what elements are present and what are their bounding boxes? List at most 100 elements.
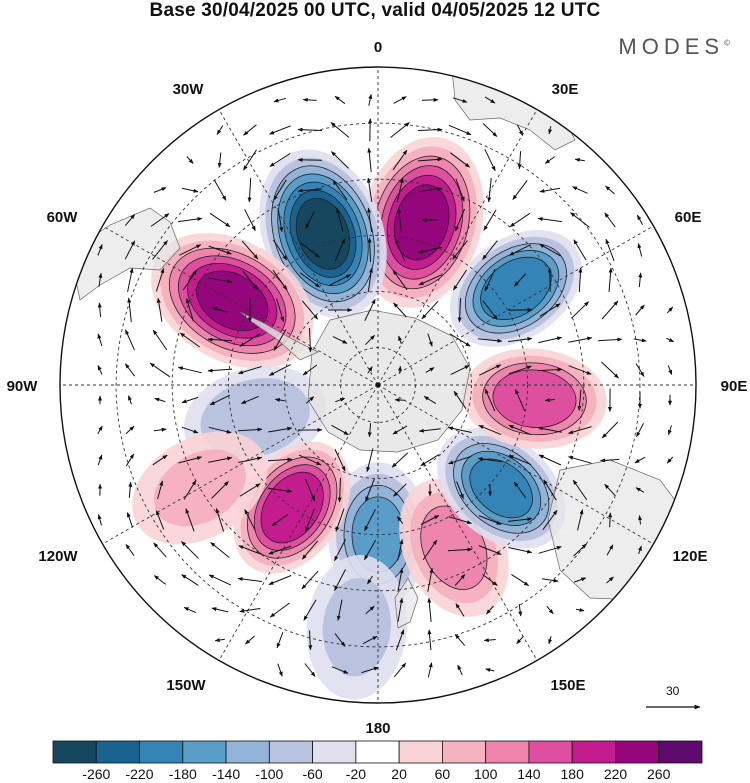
- wind-arrow: [453, 390, 467, 409]
- wind-arrow: [484, 96, 496, 104]
- wind-arrow: [244, 209, 256, 232]
- wind-arrow: [482, 240, 498, 260]
- wind-arrow: [277, 663, 283, 677]
- wind-arrow: [366, 448, 374, 473]
- wind-arrow: [211, 607, 229, 613]
- wind-arrow: [303, 599, 317, 621]
- wind-arrow: [124, 214, 136, 226]
- wind-arrow: [666, 337, 675, 343]
- wind-arrow: [417, 157, 443, 162]
- wind-arrow: [367, 366, 373, 374]
- wind-arrow: [362, 635, 378, 645]
- wind-arrow: [454, 634, 466, 646]
- wind-arrow: [331, 151, 349, 169]
- wind-arrow: [448, 124, 472, 136]
- wind-arrow: [208, 456, 233, 463]
- wind-arrow: [178, 244, 202, 256]
- wind-arrow: [269, 153, 291, 167]
- wind-arrow: [544, 156, 555, 164]
- wind-arrow: [568, 426, 592, 435]
- wind-arrow: [154, 397, 166, 403]
- wind-arrow: [152, 329, 168, 351]
- wind-arrow: [568, 336, 593, 343]
- wind-arrow: [337, 477, 342, 503]
- wind-arrow: [243, 149, 257, 171]
- wind-arrow: [637, 545, 642, 555]
- wind-arrow: [608, 267, 613, 293]
- wind-arrow: [155, 510, 165, 530]
- wind-arrow: [508, 454, 532, 466]
- wind-arrow: [157, 480, 164, 500]
- wind-arrow: [477, 457, 502, 463]
- wind-arrow: [238, 456, 263, 463]
- wind-arrow: [153, 575, 167, 585]
- wind-arrow: [243, 124, 257, 136]
- wind-arrow: [418, 186, 443, 193]
- wind-arrow: [393, 483, 407, 497]
- wind-arrow: [568, 365, 592, 375]
- wind-arrow: [447, 547, 473, 552]
- wind-arrow: [156, 297, 163, 322]
- wind-arrow: [308, 327, 313, 353]
- wind-arrow: [456, 481, 464, 500]
- wind-arrow: [542, 509, 558, 530]
- wind-arrow: [417, 246, 442, 254]
- wind-arrow: [155, 268, 165, 292]
- wind-arrow: [331, 424, 349, 436]
- wind-arrow: [368, 93, 373, 106]
- wind-arrow: [273, 97, 287, 103]
- wind-arrow: [268, 545, 292, 555]
- wind-arrow: [514, 273, 526, 287]
- lon-label-30w: 30W: [173, 81, 205, 98]
- wind-arrow: [538, 336, 563, 344]
- wind-arrow: [547, 267, 552, 293]
- wind-arrow: [336, 207, 344, 232]
- wind-arrow: [274, 397, 285, 402]
- anomaly-contour: [295, 197, 351, 270]
- wind-arrow: [508, 517, 533, 522]
- wind-arrow: [97, 514, 102, 526]
- wind-arrow: [667, 425, 672, 436]
- wind-arrow: [367, 147, 372, 172]
- wind-arrow: [636, 423, 644, 438]
- wind-arrow: [452, 240, 468, 260]
- wind-arrow: [478, 364, 502, 376]
- wind-arrow: [239, 608, 261, 613]
- wind-arrow: [239, 483, 261, 497]
- wind-arrow: [508, 244, 531, 256]
- wind-arrow: [304, 478, 316, 502]
- latitude-circle: [115, 122, 641, 648]
- wind-arrow: [330, 122, 350, 138]
- wind-arrow: [636, 214, 644, 226]
- wind-arrow: [336, 599, 343, 621]
- wind-arrow: [332, 179, 348, 201]
- meridian-line: [377, 384, 654, 545]
- wind-arrow: [417, 127, 443, 132]
- wind-arrow: [273, 179, 287, 201]
- antarctic-peninsula: [239, 311, 319, 361]
- wind-arrow: [516, 636, 524, 644]
- wind-arrow: [334, 569, 346, 592]
- wind-arrow: [601, 361, 619, 379]
- wind-arrow: [301, 570, 319, 590]
- wind-arrow: [210, 542, 230, 558]
- meridian-line: [102, 384, 379, 545]
- wind-arrow: [183, 606, 197, 614]
- wind-arrow: [393, 302, 407, 318]
- wind-arrow: [515, 388, 525, 411]
- wind-arrow: [304, 663, 316, 677]
- wind-arrow: [483, 209, 497, 231]
- wind-arrow: [212, 307, 228, 313]
- lon-label-60w: 60W: [47, 209, 79, 226]
- wind-arrow: [364, 298, 376, 322]
- wind-arrow: [276, 632, 284, 649]
- meridian-line: [102, 225, 379, 386]
- wind-arrow: [365, 334, 375, 346]
- meridian-line: [377, 225, 654, 386]
- wind-arrow: [600, 458, 620, 463]
- wind-arrow: [634, 456, 646, 464]
- wind-arrow: [242, 270, 258, 290]
- wind-arrow: [237, 427, 263, 432]
- wind-arrow: [239, 333, 261, 347]
